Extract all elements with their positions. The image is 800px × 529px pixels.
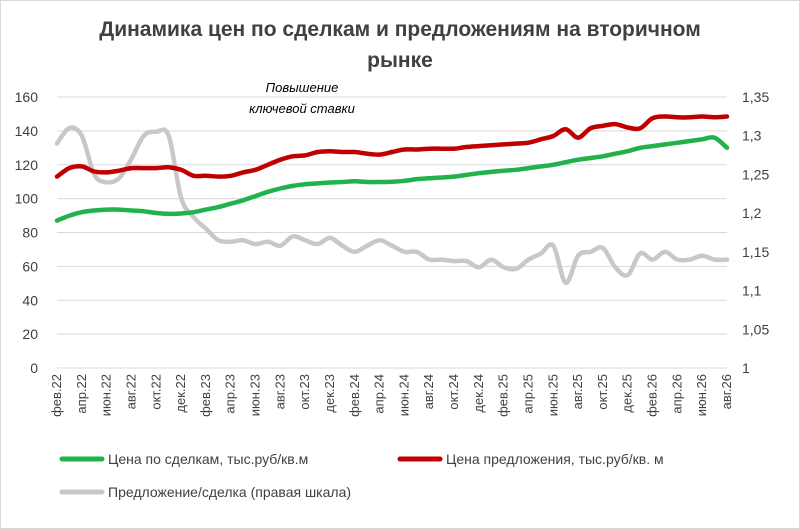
legend-item-deal-price: Цена по сделкам, тыс.руб/кв.м [59, 451, 308, 467]
y-left-tick-label: 60 [22, 258, 38, 274]
y-right-tick-label: 1,05 [742, 321, 769, 337]
x-tick-label: дек.23 [322, 374, 337, 413]
series-line-offer-price [54, 114, 730, 179]
x-tick-label: фев.24 [347, 374, 362, 417]
x-tick-label: дек.25 [620, 374, 635, 413]
annotation-line1: Повышение [266, 80, 339, 95]
x-tick-label: окт.25 [595, 374, 610, 410]
y-left-tick-label: 140 [15, 123, 39, 139]
x-tick-label: апр.23 [223, 374, 238, 414]
legend-label: Цена по сделкам, тыс.руб/кв.м [108, 451, 308, 467]
chart-title-line2: рынке [367, 49, 433, 72]
x-tick-label: апр.24 [372, 374, 387, 414]
x-axis: фев.22 апр.22 июн.22 авг.22 окт.22 дек.22 фев.… [49, 374, 734, 417]
x-tick-label: фев.22 [49, 374, 64, 417]
legend-label: Цена предложения, тыс.руб/кв. м [446, 451, 664, 467]
y-right-tick-label: 1,15 [742, 244, 769, 260]
x-tick-label: окт.22 [148, 374, 163, 410]
y-right-tick-label: 1 [742, 360, 750, 376]
x-tick-label: апр.25 [520, 374, 535, 414]
x-tick-label: окт.23 [297, 374, 312, 410]
annotation-line2: ключевой ставки [249, 101, 355, 116]
y-right-tick-label: 1,35 [742, 89, 769, 105]
y-right-tick-label: 1,25 [742, 166, 769, 182]
x-tick-label: фев.23 [198, 374, 213, 417]
legend-label: Предложение/сделка (правая шкала) [108, 484, 351, 500]
y-left-tick-label: 20 [22, 326, 38, 342]
x-tick-label: июн.23 [248, 374, 263, 416]
y-left-tick-label: 100 [15, 191, 39, 207]
x-tick-label: авг.24 [421, 374, 436, 409]
y-axis-right: 1 1,05 1,1 1,15 1,2 1,25 1,3 1,35 [742, 89, 769, 376]
series-line-deal-price [54, 134, 730, 223]
y-right-tick-label: 1,1 [742, 283, 762, 299]
y-right-tick-label: 1,3 [742, 128, 762, 144]
x-tick-label: авг.23 [272, 374, 287, 409]
x-tick-label: июн.24 [396, 374, 411, 416]
legend: Цена по сделкам, тыс.руб/кв.м Цена предло… [59, 451, 664, 500]
y-left-tick-label: 0 [30, 360, 38, 376]
x-tick-label: фев.26 [645, 374, 660, 417]
x-tick-label: фев.25 [496, 374, 511, 417]
y-left-tick-label: 40 [22, 292, 38, 308]
y-left-tick-label: 160 [15, 89, 39, 105]
chart-title-line1: Динамика цен по сделкам и предложениям н… [99, 18, 701, 41]
gridlines [57, 96, 727, 369]
y-left-tick-label: 120 [15, 157, 39, 173]
x-tick-label: дек.24 [471, 374, 486, 413]
x-tick-label: июн.22 [99, 374, 114, 416]
series-line-ratio [54, 125, 730, 286]
x-tick-label: авг.26 [719, 374, 734, 409]
series-lines [54, 114, 730, 286]
y-left-tick-label: 80 [22, 225, 38, 241]
x-tick-label: апр.22 [74, 374, 89, 414]
legend-item-offer-price: Цена предложения, тыс.руб/кв. м [397, 451, 664, 467]
y-axis-left: 0 20 40 60 80 100 120 140 160 [15, 89, 39, 376]
y-right-tick-label: 1,2 [742, 205, 762, 221]
legend-item-ratio: Предложение/сделка (правая шкала) [59, 484, 351, 500]
x-tick-label: июн.25 [545, 374, 560, 416]
x-tick-label: июн.26 [694, 374, 709, 416]
x-tick-label: дек.22 [173, 374, 188, 413]
x-tick-label: апр.26 [669, 374, 684, 414]
x-tick-label: авг.25 [570, 374, 585, 409]
x-tick-label: авг.22 [123, 374, 138, 409]
x-tick-label: окт.24 [446, 374, 461, 410]
